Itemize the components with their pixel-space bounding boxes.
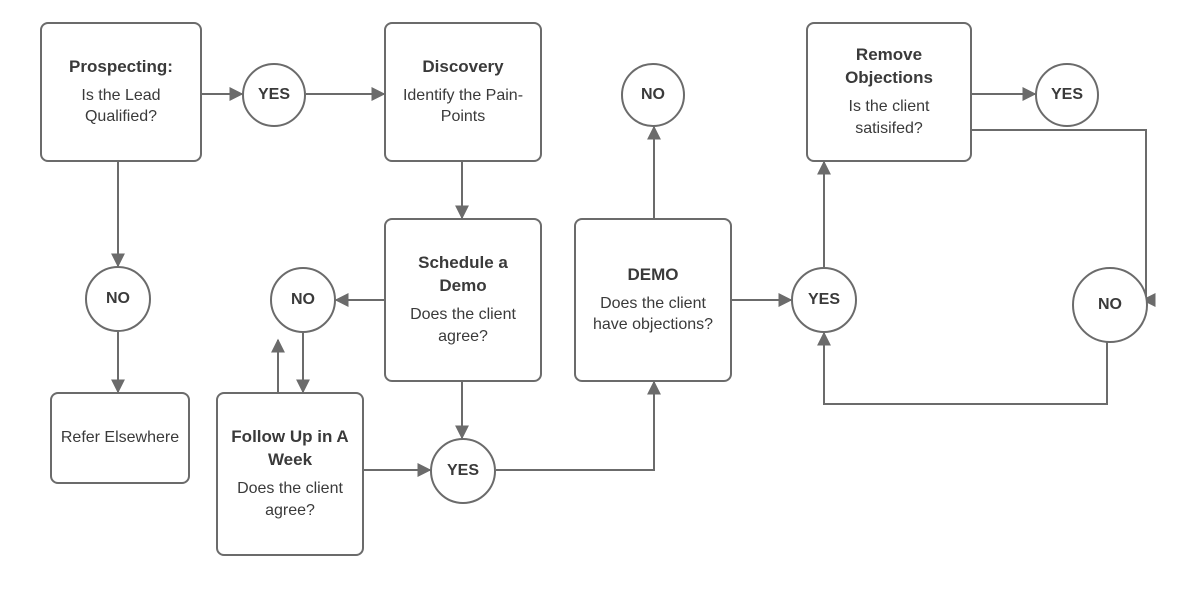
node-discovery-title: Discovery [422,56,503,79]
node-no1: NO [85,266,151,332]
node-followup-body: Does the client agree? [226,478,354,521]
node-yes4: YES [1035,63,1099,127]
node-no3: NO [621,63,685,127]
node-schedule: Schedule a Demo Does the client agree? [384,218,542,382]
node-demo-body: Does the client have objections? [584,293,722,336]
node-yes2-label: YES [447,462,479,480]
node-remove-body: Is the client satisifed? [816,96,962,139]
node-no2: NO [270,267,336,333]
node-demo: DEMO Does the client have objections? [574,218,732,382]
node-demo-title: DEMO [628,264,679,287]
node-prospecting: Prospecting: Is the Lead Qualified? [40,22,202,162]
node-discovery: Discovery Identify the Pain-Points [384,22,542,162]
node-refer: Refer Elsewhere [50,392,190,484]
edge-yes2-to-demo [496,382,654,470]
node-yes1-label: YES [258,86,290,104]
edge-no4-to-yes3 [824,333,1107,404]
node-remove-title: Remove Objections [816,44,962,90]
node-schedule-body: Does the client agree? [394,304,532,347]
node-yes3: YES [791,267,857,333]
node-no4: NO [1072,267,1148,343]
node-no1-label: NO [106,290,130,308]
node-refer-body: Refer Elsewhere [61,427,179,449]
node-remove: Remove Objections Is the client satisifed… [806,22,972,162]
node-no3-label: NO [641,86,665,104]
node-followup-title: Follow Up in A Week [226,426,354,472]
node-yes2: YES [430,438,496,504]
node-prospecting-body: Is the Lead Qualified? [50,85,192,128]
node-prospecting-title: Prospecting: [69,56,173,79]
node-no2-label: NO [291,291,315,309]
node-followup: Follow Up in A Week Does the client agree… [216,392,364,556]
node-yes4-label: YES [1051,86,1083,104]
node-no4-label: NO [1098,296,1122,314]
flowchart-canvas: Prospecting: Is the Lead Qualified? YES Dis… [0,0,1180,600]
node-yes3-label: YES [808,291,840,309]
node-schedule-title: Schedule a Demo [394,252,532,298]
node-discovery-body: Identify the Pain-Points [394,85,532,128]
node-yes1: YES [242,63,306,127]
